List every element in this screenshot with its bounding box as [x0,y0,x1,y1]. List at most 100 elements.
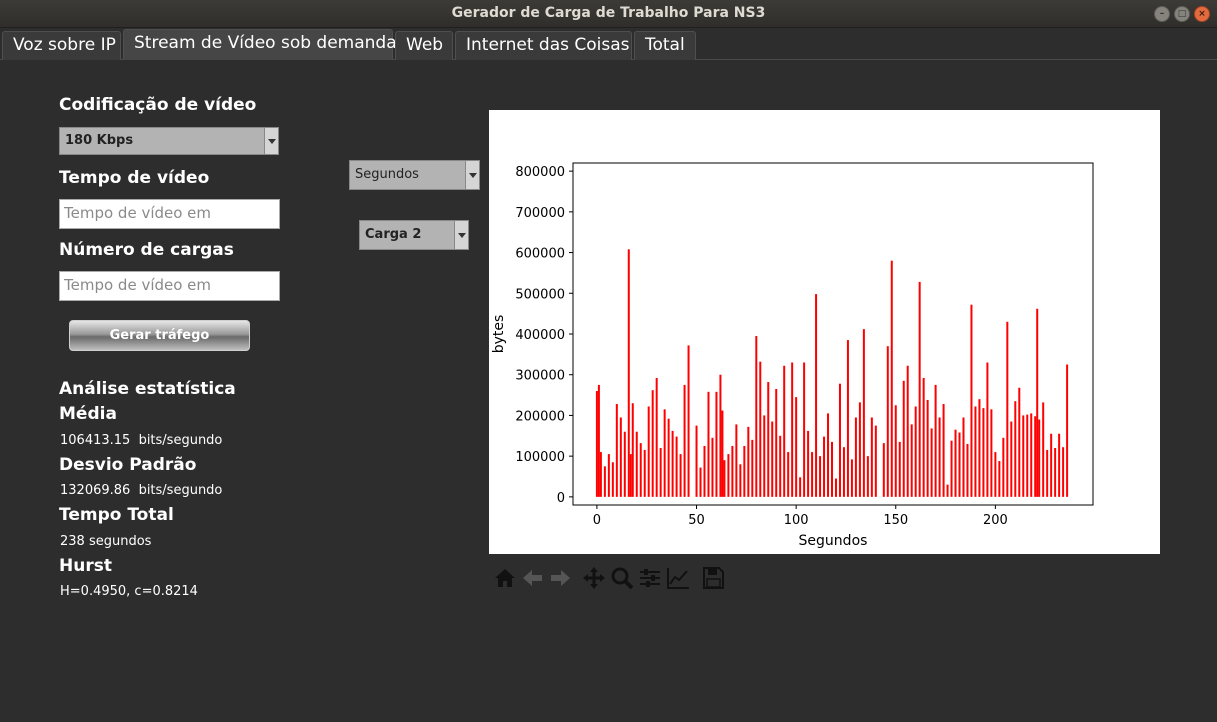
bar [799,477,802,497]
zoom-icon[interactable] [609,565,635,591]
bar [926,399,929,497]
subplots-config-icon[interactable] [637,565,663,591]
bar [655,377,658,497]
video-time-label: Tempo de vídeo [59,168,210,188]
bar [1058,433,1061,497]
pan-icon[interactable] [581,565,607,591]
bar [954,429,957,497]
tab-iot[interactable]: Internet das Coisas [455,31,632,60]
bar [870,417,873,497]
bar [866,456,869,497]
bar [747,426,750,497]
back-arrow-icon[interactable] [520,565,546,591]
total-time-value: 238 segundos [60,534,152,549]
bar [715,391,718,497]
maximize-button[interactable]: □ [1174,6,1190,22]
bar [1022,415,1025,497]
bar [615,404,618,497]
bar [807,430,810,497]
bar [874,425,877,497]
bar [962,417,965,497]
y-tick-label: 100000 [515,450,565,465]
tab-voip[interactable]: Voz sobre IP [2,31,121,60]
bar [723,460,726,497]
bar [607,454,610,497]
bar [639,443,642,497]
y-tick-label: 0 [557,491,565,506]
num-loads-input[interactable]: Tempo de vídeo em [59,271,280,301]
home-icon[interactable] [492,565,518,591]
bar [994,452,997,497]
background-terminal-edge [0,713,1217,722]
plot-canvas[interactable]: 0 100000 200000 300000 400000 500000 600000 700… [489,110,1160,554]
bar [914,406,917,497]
bar [755,336,758,497]
bar [719,374,722,497]
bar [858,402,861,497]
x-axis-label: Segundos [799,533,868,549]
minimize-button[interactable]: – [1154,6,1170,22]
tab-video-stream[interactable]: Stream de Vídeo sob demanda [123,29,397,60]
bar [1034,416,1037,497]
bar [629,454,632,497]
bar [739,464,742,497]
bar [958,432,961,497]
bar [946,484,949,497]
bar [906,365,909,497]
bar [791,362,794,497]
bar [631,403,634,497]
close-button[interactable]: × [1194,6,1210,22]
bar [651,390,654,497]
edit-axis-icon[interactable] [665,565,691,591]
bar [1054,448,1057,497]
bar [990,409,993,497]
forward-arrow-icon[interactable] [547,565,573,591]
x-tick-label: 150 [883,513,908,528]
bar [619,417,622,497]
bar [1014,401,1017,497]
bar [643,450,646,497]
bar [595,391,598,497]
chevron-down-icon [264,128,278,154]
video-time-input[interactable]: Tempo de vídeo em [59,199,280,229]
bar [910,424,913,497]
bar [1042,402,1045,497]
bar [950,440,953,497]
bar [783,365,786,497]
std-label: Desvio Padrão [59,455,197,475]
bar [930,428,933,497]
codec-select[interactable]: 180 Kbps [59,127,279,155]
bar [671,430,674,497]
bar [1010,421,1013,497]
bar [922,377,925,497]
bar [787,452,790,497]
bar [1006,321,1009,497]
bar [699,467,702,497]
chevron-down-icon [454,221,468,249]
tab-web[interactable]: Web [395,31,453,60]
bar [811,452,814,497]
bar [803,362,806,497]
save-icon[interactable] [700,565,726,591]
x-tick-label: 200 [983,513,1008,528]
load-select[interactable]: Carga 2 [359,220,469,250]
hurst-value: H=0.4950, c=0.8214 [60,584,198,599]
bar [597,384,600,497]
bar [1050,433,1053,497]
generate-traffic-button[interactable]: Gerar tráfego [69,320,250,351]
unit-select[interactable]: Segundos [349,160,480,190]
bar [850,459,853,497]
bar [735,424,738,497]
bar [862,329,865,497]
bar [687,345,690,497]
bar [751,439,754,497]
bar [886,346,889,497]
tab-bar: Voz sobre IP Stream de Vídeo sob demanda… [0,29,1217,60]
window-title: Gerador de Carga de Trabalho Para NS3 [451,5,766,21]
bar [823,436,826,497]
y-tick-label: 300000 [515,369,565,384]
codec-label: Codificação de vídeo [59,95,257,115]
tab-total[interactable]: Total [634,31,696,60]
bar [986,362,989,497]
bar [659,448,662,497]
